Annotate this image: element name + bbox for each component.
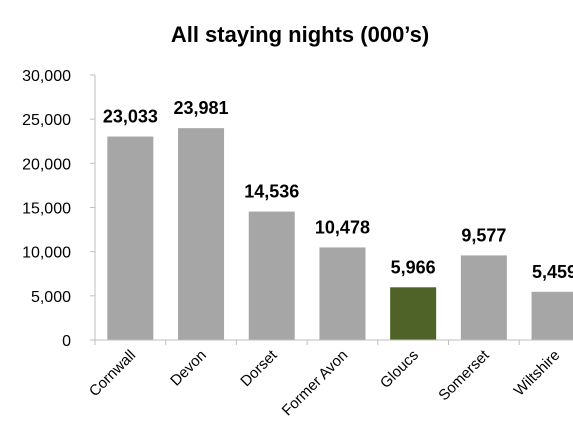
y-tick-label: 15,000 — [22, 201, 71, 218]
x-tick-label: Wiltshire — [511, 347, 564, 400]
y-tick-label: 30,000 — [22, 68, 71, 85]
data-label: 5,966 — [391, 257, 436, 277]
bar-former-avon — [319, 247, 366, 340]
y-tick-label: 20,000 — [22, 156, 71, 173]
x-tick-label: Gloucs — [377, 347, 422, 392]
bar-somerset — [460, 255, 507, 340]
bar-devon — [178, 128, 225, 340]
y-tick-label: 5,000 — [31, 289, 71, 306]
bars — [107, 128, 573, 340]
bar-wiltshire — [531, 291, 573, 340]
data-label: 10,478 — [315, 217, 370, 237]
data-label: 23,981 — [174, 98, 229, 118]
bar-cornwall — [107, 136, 154, 340]
chart-title: All staying nights (000’s) — [171, 22, 429, 47]
x-tick-label: Former Avon — [279, 347, 352, 420]
x-tick-label: Devon — [167, 347, 210, 390]
data-label: 14,536 — [244, 182, 299, 202]
data-label: 23,033 — [103, 107, 158, 127]
y-tick-label: 10,000 — [22, 245, 71, 262]
data-label: 9,577 — [461, 225, 506, 245]
data-labels: 23,033 23,981 14,536 10,478 5,966 9,577 5,459 — [103, 98, 573, 282]
y-axis: 0 5,000 10,000 15,000 20,000 25,000 30,000 — [22, 68, 96, 350]
bar-dorset — [248, 211, 295, 340]
x-tick-label: Somerset — [435, 346, 493, 404]
y-tick-label: 0 — [62, 333, 71, 350]
x-tick-label: Dorset — [237, 346, 281, 390]
y-tick-label: 25,000 — [22, 112, 71, 129]
bar-gloucs — [390, 287, 437, 340]
data-label: 5,459 — [532, 262, 573, 282]
x-tick-label: Cornwall — [86, 347, 139, 400]
